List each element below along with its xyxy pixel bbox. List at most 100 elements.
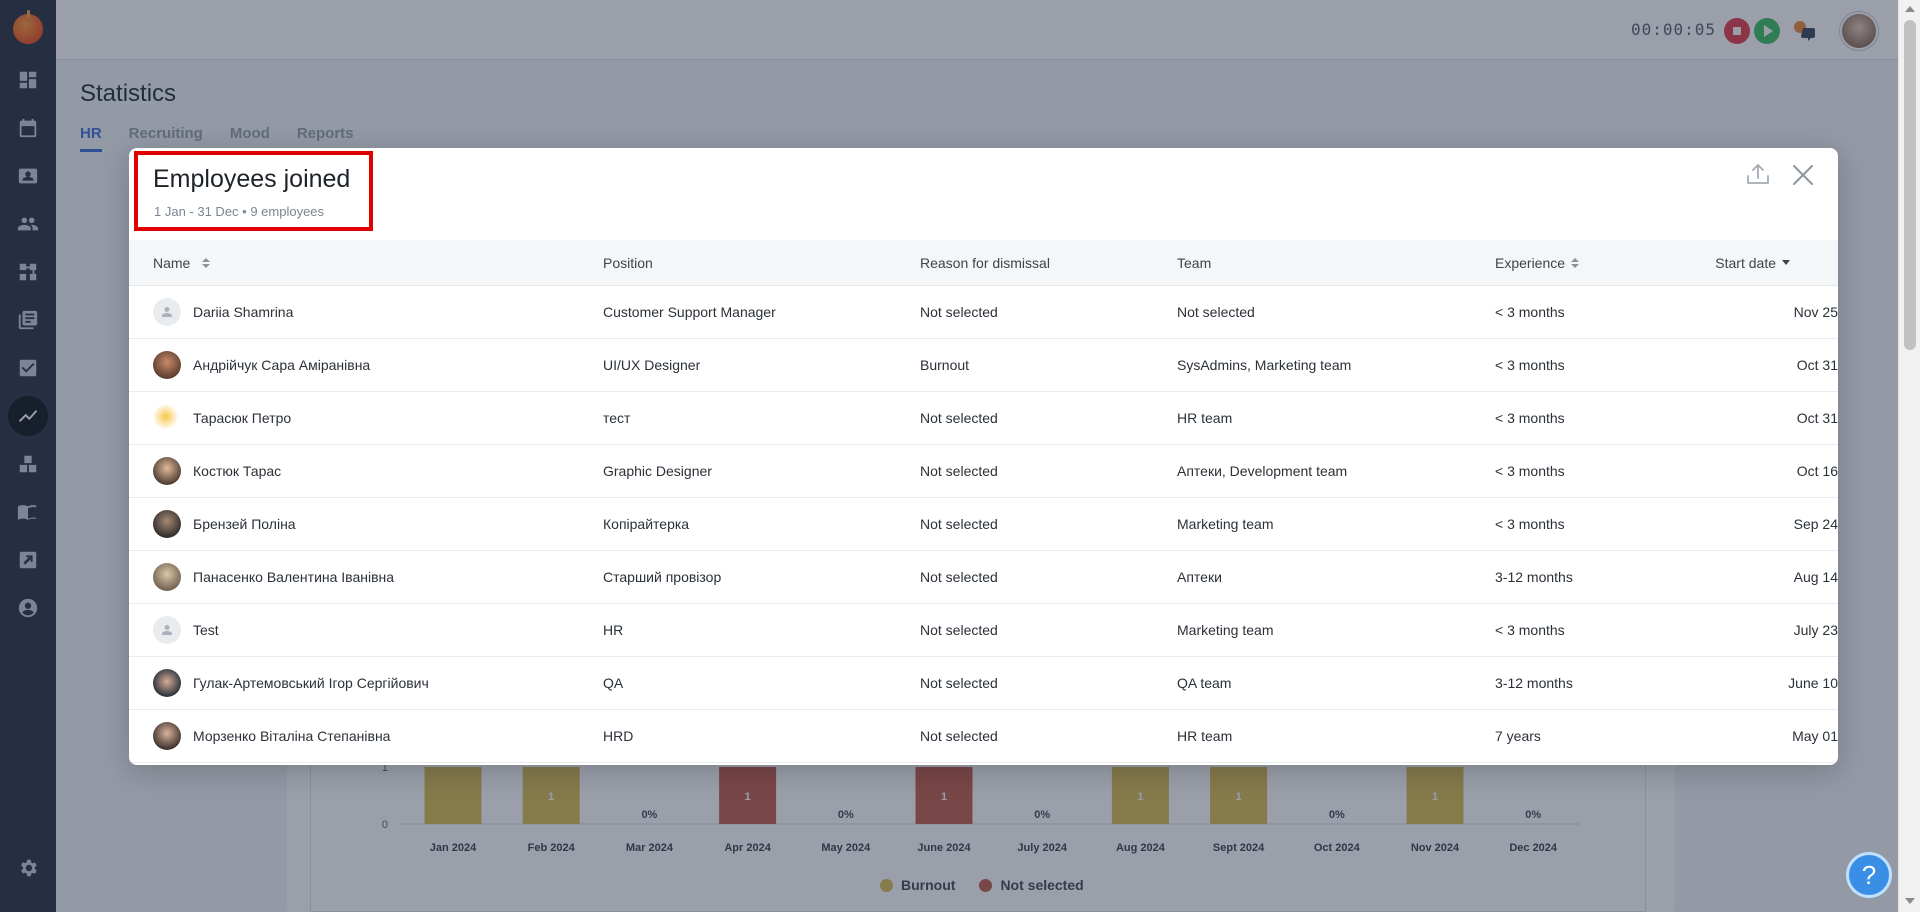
notifications-icon[interactable] bbox=[1791, 18, 1817, 44]
legend-item-not-selected[interactable]: Not selected bbox=[979, 877, 1084, 893]
cell-experience: < 3 months bbox=[1495, 304, 1565, 320]
table-row[interactable]: Андрійчук Сара Аміранівна UI/UX Designer B… bbox=[129, 339, 1838, 392]
cell-experience: < 3 months bbox=[1495, 410, 1565, 426]
column-start-date-label: Start date bbox=[1715, 254, 1776, 271]
table-row[interactable]: Test HR Not selected Marketing team < 3 mont… bbox=[129, 604, 1838, 657]
column-name[interactable]: Name bbox=[129, 255, 603, 271]
employee-name[interactable]: Тарасюк Петро bbox=[193, 410, 292, 426]
column-experience[interactable]: Experience bbox=[1495, 255, 1686, 271]
employee-name[interactable]: Гулак-Артемовський Ігор Сергійович bbox=[193, 675, 429, 691]
cell-experience: 3-12 months bbox=[1495, 675, 1573, 691]
sidebar bbox=[0, 0, 56, 912]
cell-name: Морзенко Віталіна Степанівна bbox=[129, 722, 603, 750]
tab-hr[interactable]: HR bbox=[80, 125, 102, 152]
tab-mood[interactable]: Mood bbox=[229, 125, 270, 142]
table-row[interactable]: Костюк Тарас Graphic Designer Not selected… bbox=[129, 445, 1838, 498]
calendar-icon[interactable] bbox=[14, 114, 42, 142]
inventory-icon[interactable] bbox=[14, 450, 42, 478]
cell-team: Аптеки bbox=[1177, 569, 1222, 585]
employee-avatar-placeholder bbox=[153, 298, 181, 326]
start-timer-button[interactable] bbox=[1754, 18, 1780, 44]
person-icon bbox=[162, 625, 172, 635]
scroll-down-arrow[interactable] bbox=[1905, 898, 1915, 904]
cell-team: Not selected bbox=[1177, 304, 1255, 320]
close-icon[interactable] bbox=[1792, 164, 1814, 186]
cell-name: Dariia Shamrina bbox=[129, 298, 603, 326]
scroll-up-arrow[interactable] bbox=[1905, 6, 1915, 12]
cell-position: Старший провізор bbox=[603, 569, 722, 585]
cell-reason: Not selected bbox=[920, 675, 998, 691]
cell-reason: Not selected bbox=[920, 728, 998, 744]
employee-name[interactable]: Брензей Поліна bbox=[193, 516, 296, 532]
column-team: Team bbox=[1177, 254, 1212, 271]
cell-experience: 3-12 months bbox=[1495, 569, 1573, 585]
table-row[interactable]: Гулак-Артемовський Ігор Сергійович QA Not … bbox=[129, 657, 1838, 710]
contacts-icon[interactable] bbox=[14, 162, 42, 190]
person-icon bbox=[162, 307, 172, 317]
employee-avatar-placeholder bbox=[153, 616, 181, 644]
table-header: Name Position Reason for dismissal Team … bbox=[129, 240, 1838, 286]
cell-position: HR bbox=[603, 622, 624, 638]
employees-joined-modal: Employees joined 1 Jan - 31 Dec • 9 empl… bbox=[129, 148, 1838, 765]
legend-item-burnout[interactable]: Burnout bbox=[880, 877, 955, 893]
cell-name: Панасенко Валентина Іванівна bbox=[129, 563, 603, 591]
dashboard-icon[interactable] bbox=[14, 66, 42, 94]
table-row[interactable]: Тарасюк Петро тест Not selected HR team < 3 … bbox=[129, 392, 1838, 445]
org-structure-icon[interactable] bbox=[14, 258, 42, 286]
cell-start-date: June 10 bbox=[1788, 675, 1838, 691]
knowledge-base-icon[interactable] bbox=[14, 498, 42, 526]
column-start-date[interactable]: Start date bbox=[1686, 255, 1838, 271]
cell-team: QA team bbox=[1177, 675, 1232, 691]
documents-icon[interactable] bbox=[14, 306, 42, 334]
employee-avatar bbox=[153, 563, 181, 591]
employee-name[interactable]: Андрійчук Сара Аміранівна bbox=[193, 357, 371, 373]
cell-start-date: Oct 16 bbox=[1796, 463, 1838, 479]
cell-experience: < 3 months bbox=[1495, 463, 1565, 479]
cell-reason: Not selected bbox=[920, 304, 998, 320]
stop-timer-button[interactable] bbox=[1724, 18, 1750, 44]
modal-subtitle: 1 Jan - 31 Dec • 9 employees bbox=[154, 204, 325, 219]
table-row[interactable]: Dariia Shamrina Customer Support Manager N… bbox=[129, 286, 1838, 339]
sort-icon[interactable] bbox=[1571, 257, 1580, 268]
export-icon[interactable] bbox=[1745, 162, 1771, 188]
employee-name[interactable]: Панасенко Валентина Іванівна bbox=[193, 569, 395, 585]
help-button[interactable]: ? bbox=[1846, 852, 1892, 898]
tab-recruiting[interactable]: Recruiting bbox=[128, 125, 203, 142]
employee-name[interactable]: Test bbox=[193, 622, 219, 638]
cell-start-date: Oct 31 bbox=[1796, 410, 1838, 426]
employee-name[interactable]: Костюк Тарас bbox=[193, 463, 282, 479]
table-row[interactable]: Морзенко Віталіна Степанівна HRD Not selec… bbox=[129, 710, 1838, 763]
time-tracker-display: 00:00:05 bbox=[1631, 20, 1717, 39]
scroll-thumb[interactable] bbox=[1904, 20, 1916, 350]
table-row[interactable]: Панасенко Валентина Іванівна Старший пров… bbox=[129, 551, 1838, 604]
cell-name: Тарасюк Петро bbox=[129, 404, 603, 432]
column-position: Position bbox=[603, 254, 653, 271]
cell-name: Гулак-Артемовський Ігор Сергійович bbox=[129, 669, 603, 697]
settings-icon[interactable] bbox=[14, 854, 42, 882]
statistics-icon[interactable] bbox=[8, 396, 48, 436]
cell-start-date: Oct 31 bbox=[1796, 357, 1838, 373]
top-bar bbox=[56, 0, 1898, 60]
employee-avatar bbox=[153, 722, 181, 750]
tab-reports[interactable]: Reports bbox=[296, 125, 354, 142]
chart-legend: Burnout Not selected bbox=[880, 877, 1084, 893]
cell-team: Marketing team bbox=[1177, 622, 1274, 638]
cell-name: Брензей Поліна bbox=[129, 510, 603, 538]
employee-name[interactable]: Dariia Shamrina bbox=[193, 304, 294, 320]
cell-experience: < 3 months bbox=[1495, 622, 1565, 638]
cell-experience: < 3 months bbox=[1495, 357, 1565, 373]
user-avatar[interactable] bbox=[1840, 12, 1878, 50]
reports-icon[interactable] bbox=[14, 546, 42, 574]
page-scrollbar[interactable] bbox=[1898, 0, 1920, 912]
people-icon[interactable] bbox=[14, 210, 42, 238]
table-row[interactable]: Брензей Поліна Копірайтерка Not selected Ma… bbox=[129, 498, 1838, 551]
cell-team: HR team bbox=[1177, 410, 1233, 426]
profile-icon[interactable] bbox=[14, 594, 42, 622]
employee-name[interactable]: Морзенко Віталіна Степанівна bbox=[193, 728, 391, 744]
cell-position: Копірайтерка bbox=[603, 516, 690, 532]
sort-desc-icon[interactable] bbox=[1782, 260, 1790, 265]
tasks-icon[interactable] bbox=[14, 354, 42, 382]
app-logo[interactable] bbox=[13, 10, 43, 44]
sort-icon[interactable] bbox=[202, 257, 211, 268]
modal-title: Employees joined bbox=[153, 165, 351, 193]
